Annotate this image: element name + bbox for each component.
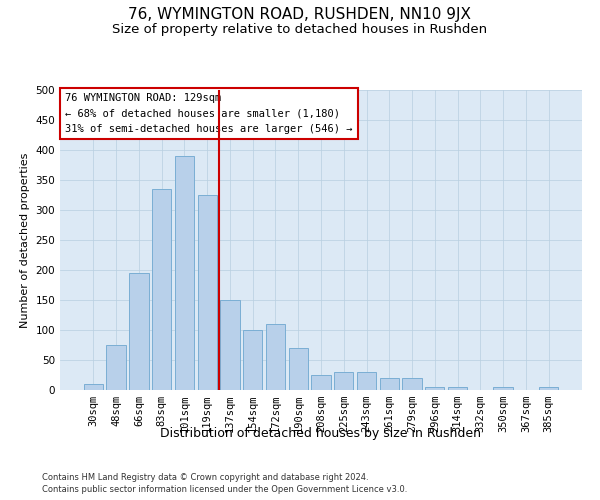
Bar [539,387,558,390]
Text: Contains public sector information licensed under the Open Government Licence v3: Contains public sector information licen… [42,485,407,494]
Text: Contains HM Land Registry data © Crown copyright and database right 2024.: Contains HM Land Registry data © Crown c… [42,472,368,482]
Bar [152,189,172,390]
Bar [380,378,399,390]
Bar [175,156,194,390]
Bar [243,330,262,390]
Text: Size of property relative to detached houses in Rushden: Size of property relative to detached ho… [112,22,488,36]
Bar [448,387,467,390]
Bar [197,195,217,390]
Bar [311,375,331,390]
Text: Distribution of detached houses by size in Rushden: Distribution of detached houses by size … [161,428,482,440]
Y-axis label: Number of detached properties: Number of detached properties [20,152,30,328]
Text: 76 WYMINGTON ROAD: 129sqm
← 68% of detached houses are smaller (1,180)
31% of se: 76 WYMINGTON ROAD: 129sqm ← 68% of detac… [65,93,353,134]
Bar [266,324,285,390]
Bar [357,372,376,390]
Bar [289,348,308,390]
Bar [84,384,103,390]
Bar [106,345,126,390]
Bar [129,273,149,390]
Bar [403,378,422,390]
Bar [220,300,239,390]
Bar [493,387,513,390]
Text: 76, WYMINGTON ROAD, RUSHDEN, NN10 9JX: 76, WYMINGTON ROAD, RUSHDEN, NN10 9JX [128,8,472,22]
Bar [425,387,445,390]
Bar [334,372,353,390]
